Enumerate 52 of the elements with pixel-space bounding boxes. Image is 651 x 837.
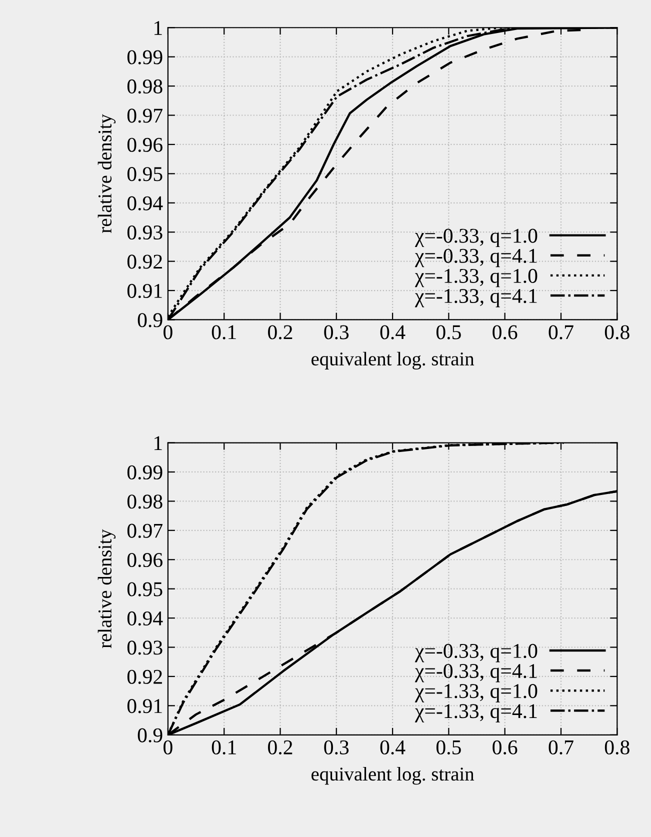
y-tick-label: 0.97	[127, 108, 162, 123]
y-tick-label: 0.91	[127, 284, 162, 298]
y-tick-label: 0.96	[127, 138, 162, 152]
x-tick-label: 0.2	[268, 740, 292, 754]
y-tick-label: 0.96	[127, 552, 162, 568]
x-tick-label: 0.7	[548, 740, 574, 754]
y-tick-label: 0.92	[127, 670, 162, 684]
x-axis-title: equivalent log. strain	[312, 352, 474, 370]
legend-label: χ=-0.33, q=1.0	[414, 228, 538, 248]
y-tick-label: 1	[154, 436, 162, 450]
x-tick-label: 0.5	[436, 325, 461, 340]
x-tick-label: 0.6	[492, 740, 518, 754]
y-tick-label: 0.94	[127, 611, 163, 626]
legend-label: χ=-1.33, q=1.0	[414, 268, 538, 288]
x-tick-label: 0.3	[324, 325, 349, 340]
x-tick-label: 0.6	[492, 325, 518, 340]
y-tick-label: 0.98	[127, 79, 162, 94]
x-tick-label: 0	[164, 325, 172, 340]
legend-label: χ=-1.33, q=4.1	[414, 704, 537, 722]
y-tick-label: 0.93	[127, 225, 162, 240]
y-tick-label: 0.93	[127, 640, 162, 655]
x-axis-title: equivalent log. strain	[312, 766, 474, 785]
y-tick-label: 1	[154, 21, 162, 35]
y-tick-label: 0.98	[127, 494, 162, 509]
x-tick-label: 0.4	[380, 740, 406, 754]
legend-label: χ=-0.33, q=4.1	[414, 664, 537, 682]
x-tick-label: 0.5	[436, 740, 461, 754]
x-tick-label: 0.1	[212, 740, 236, 754]
y-tick-label: 0.97	[127, 524, 162, 538]
x-tick-label: 0.7	[548, 325, 574, 340]
x-tick-label: 0.1	[212, 325, 236, 340]
x-tick-label: 0	[164, 740, 172, 754]
y-tick-label: 0.94	[127, 196, 163, 210]
legend-label: χ=-0.33, q=1.0	[414, 644, 538, 662]
x-tick-label: 0.8	[604, 325, 630, 340]
y-tick-label: 0.95	[127, 167, 162, 182]
y-tick-label: 0.9	[138, 313, 162, 328]
y-axis-title: relative density	[98, 114, 116, 233]
x-tick-label: 0.3	[324, 740, 349, 754]
y-tick-label: 0.95	[127, 582, 162, 596]
legend-label: χ=-1.33, q=4.1	[414, 289, 537, 308]
y-tick-label: 0.99	[127, 465, 162, 480]
x-tick-label: 0.4	[380, 325, 406, 340]
x-tick-label: 0.2	[268, 325, 292, 340]
y-tick-label: 0.9	[138, 728, 162, 742]
y-tick-label: 0.99	[127, 50, 162, 64]
x-tick-label: 0.8	[604, 740, 630, 754]
y-tick-label: 0.91	[127, 699, 162, 714]
legend-label: χ=-1.33, q=1.0	[414, 684, 538, 702]
y-tick-label: 0.92	[127, 254, 162, 269]
y-axis-title: relative density	[98, 529, 116, 648]
legend-label: χ=-0.33, q=4.1	[414, 248, 537, 268]
